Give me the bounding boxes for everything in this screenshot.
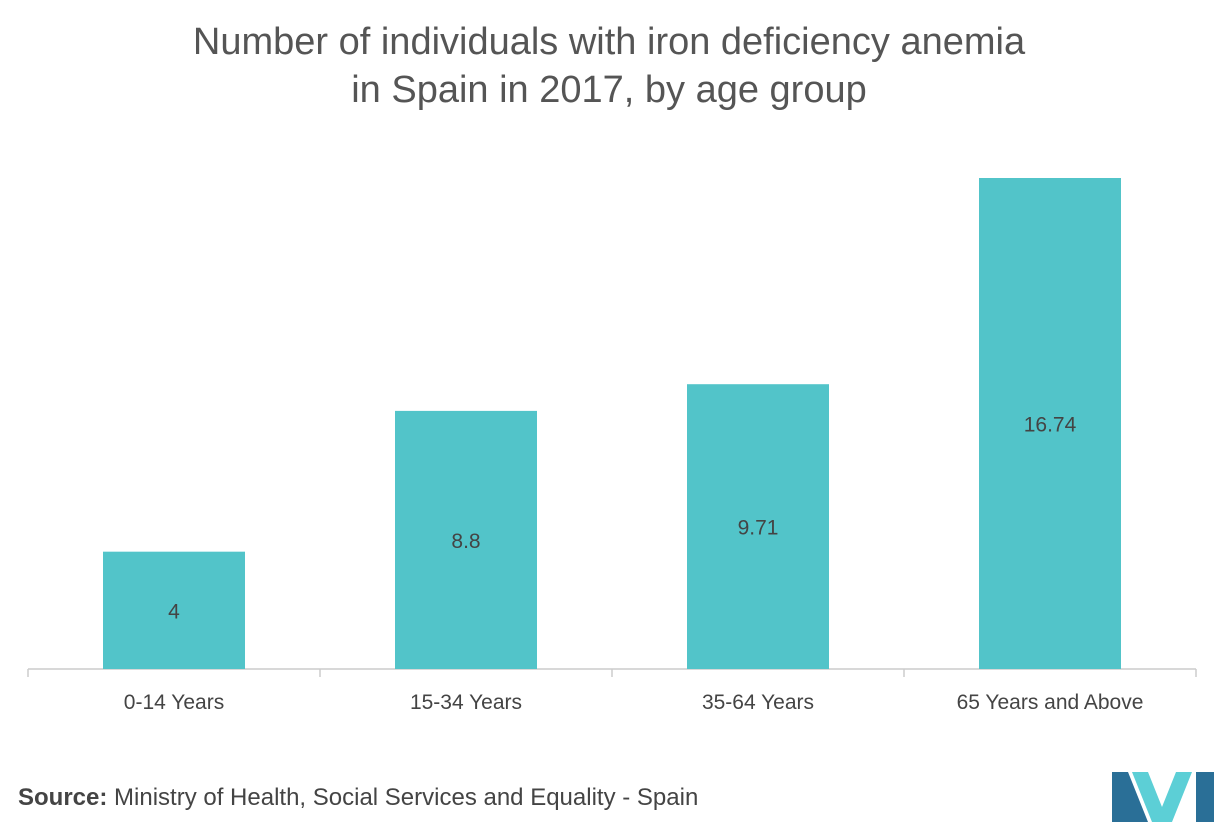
- bar-value-label: 8.8: [451, 530, 480, 553]
- bar: [687, 384, 829, 669]
- bar-value-label: 16.74: [1024, 414, 1077, 437]
- chart-title-line-2: in Spain in 2017, by age group: [351, 69, 867, 111]
- source-note: Source: Ministry of Health, Social Servi…: [18, 784, 698, 812]
- x-tick-label: 35-64 Years: [702, 691, 814, 714]
- chart-title: Number of individuals with iron deficien…: [0, 18, 1218, 114]
- bar-value-label: 4: [168, 600, 180, 623]
- bar-value-label: 9.71: [738, 517, 779, 540]
- x-tick-label: 15-34 Years: [410, 691, 522, 714]
- x-tick-label: 65 Years and Above: [957, 691, 1144, 714]
- source-label: Source:: [18, 784, 108, 811]
- chart-title-line-1: Number of individuals with iron deficien…: [192, 21, 1026, 63]
- x-tick-label: 0-14 Years: [124, 691, 224, 714]
- bar: [395, 410, 537, 669]
- mordor-logo-icon: [1112, 772, 1214, 822]
- bar: [979, 178, 1121, 669]
- bar: [103, 551, 245, 669]
- source-text: Ministry of Health, Social Services and …: [114, 784, 699, 811]
